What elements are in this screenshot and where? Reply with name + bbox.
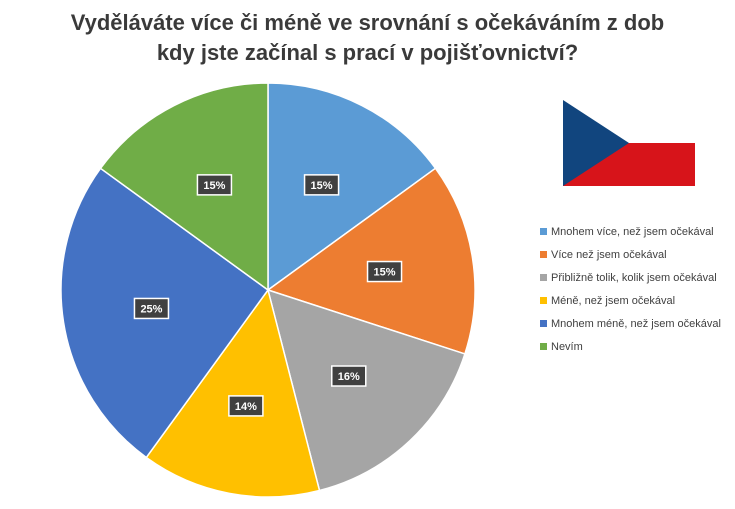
- legend-item: Nevím: [540, 335, 735, 358]
- data-label-text: 14%: [235, 401, 257, 413]
- data-label-3: 16%: [331, 365, 367, 387]
- legend-item: Méně, než jsem očekával: [540, 289, 735, 312]
- data-label-text: 15%: [374, 267, 396, 279]
- data-label-text: 16%: [338, 371, 360, 383]
- legend-swatch: [540, 228, 547, 235]
- data-label-box: [228, 395, 264, 417]
- legend-item: Mnohem více, než jsem očekával: [540, 220, 735, 243]
- data-label-text: 25%: [140, 303, 162, 315]
- data-label-2: 15%: [366, 260, 403, 283]
- legend-label: Přibližně tolik, kolik jsem očekával: [551, 271, 717, 284]
- legend-swatch: [540, 320, 547, 327]
- data-label-box: [303, 174, 340, 196]
- chart-title: Vyděláváte více či méně ve srovnání s oč…: [0, 8, 735, 68]
- legend-swatch: [540, 297, 547, 304]
- legend-label: Méně, než jsem očekával: [551, 294, 676, 307]
- legend-item: Mnohem méně, než jsem očekával: [540, 312, 735, 335]
- chart-title-line-2: kdy jste začínal s prací v pojišťovnictv…: [156, 40, 579, 65]
- legend-label: Více než jsem očekával: [551, 248, 667, 261]
- data-label-box: [366, 260, 403, 283]
- data-label-text: 15%: [311, 180, 333, 192]
- legend-swatch: [540, 343, 547, 350]
- legend-label: Mnohem více, než jsem očekával: [551, 225, 714, 238]
- flag-blue-triangle: [563, 100, 629, 186]
- pie-slice-1: [267, 82, 437, 292]
- legend: Mnohem více, než jsem očekával Více než j…: [540, 220, 735, 358]
- legend-swatch: [540, 251, 547, 258]
- data-label-text: 15%: [203, 180, 225, 192]
- legend-label: Nevím: [551, 340, 583, 353]
- pie-slices: [60, 82, 476, 498]
- legend-label: Mnohem méně, než jsem očekával: [551, 317, 721, 330]
- data-label-box: [133, 297, 170, 320]
- pie-data-labels: 15% 15% 16% 14% 25% 15%: [133, 174, 403, 417]
- pie-slice-3: [266, 288, 466, 492]
- legend-item: Přibližně tolik, kolik jsem očekával: [540, 266, 735, 289]
- data-label-4: 14%: [228, 395, 264, 417]
- chart-title-line-1: Vyděláváte více či méně ve srovnání s oč…: [70, 10, 665, 35]
- data-label-1: 15%: [303, 174, 340, 196]
- czech-flag-icon: [563, 100, 695, 186]
- legend-swatch: [540, 274, 547, 281]
- data-label-box: [196, 174, 233, 196]
- legend-item: Více než jsem očekával: [540, 243, 735, 266]
- data-label-5: 25%: [133, 297, 170, 320]
- pie-slice-4: [145, 288, 321, 498]
- pie-slice-6: [99, 82, 269, 292]
- data-label-6: 15%: [196, 174, 233, 196]
- data-label-box: [331, 365, 367, 387]
